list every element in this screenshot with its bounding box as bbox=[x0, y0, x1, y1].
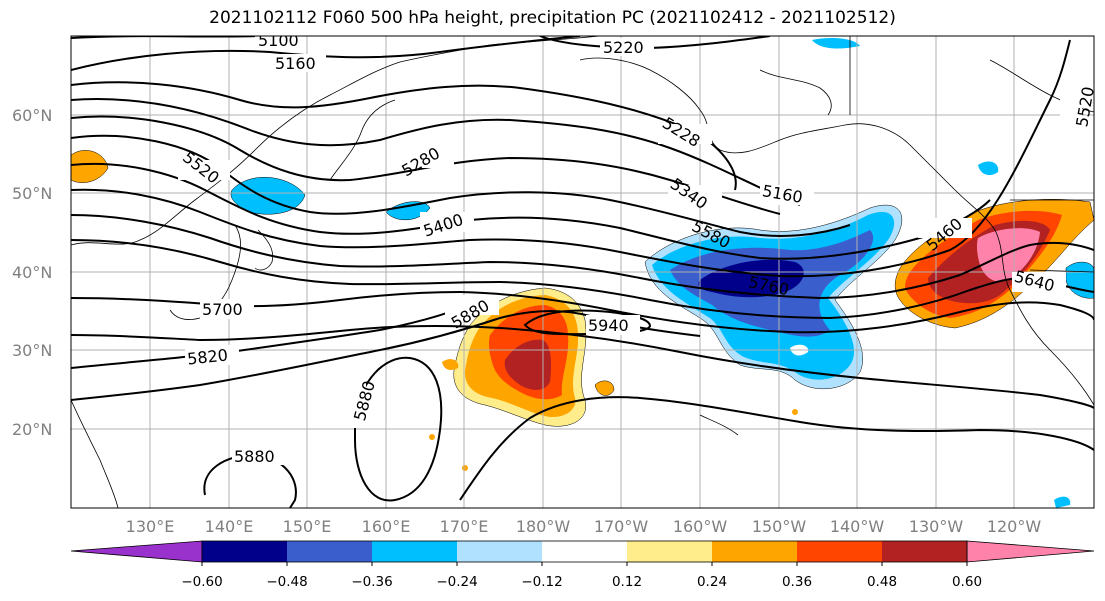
colorbar-swatch bbox=[882, 541, 967, 562]
colorbar-tick-label: 0.24 bbox=[697, 574, 727, 590]
shade-orange-west bbox=[71, 150, 109, 183]
colorbar-swatch bbox=[542, 541, 627, 562]
colorbar-tick-label: −0.48 bbox=[266, 574, 307, 590]
lon-label: 140°W bbox=[830, 517, 885, 536]
lon-label: 130°W bbox=[909, 517, 964, 536]
contour-5460 bbox=[71, 162, 991, 260]
map-frame bbox=[70, 35, 1095, 509]
contour-label: 5220 bbox=[603, 38, 644, 57]
lon-label: 180°W bbox=[516, 517, 571, 536]
contour-5940 bbox=[523, 309, 652, 336]
shade-blue-japan bbox=[230, 177, 306, 215]
shade-navy bbox=[698, 259, 804, 298]
contour-5880-ctr bbox=[459, 396, 1094, 501]
shade-orange-dot2 bbox=[442, 359, 459, 370]
lat-label-group: 60°N 50°N 40°N 30°N 20°N bbox=[12, 106, 52, 439]
colorbar-tick-label: −0.24 bbox=[436, 574, 477, 590]
colorbar: −0.60 −0.48 −0.36 −0.24 −0.12 0.12 0.24 … bbox=[70, 540, 1095, 590]
lon-label: 170°W bbox=[594, 517, 649, 536]
colorbar-tick-label: −0.60 bbox=[181, 574, 222, 590]
contour-5880-low bbox=[354, 356, 443, 502]
shade-orange-dot1 bbox=[594, 380, 615, 396]
colorbar-tick-label: −0.12 bbox=[521, 574, 562, 590]
shade-darkred-ctr bbox=[504, 339, 552, 390]
colorbar-swatch bbox=[372, 541, 457, 562]
lon-label-group: 130°E 140°E 150°E 160°E 170°E 180°W 170°… bbox=[126, 517, 1042, 536]
contour-label: 5520 bbox=[1072, 85, 1098, 128]
colorbar-swatch bbox=[70, 540, 203, 563]
shade-dot3 bbox=[429, 434, 435, 440]
lat-label: 30°N bbox=[12, 341, 52, 360]
contour-label: 5820 bbox=[186, 345, 228, 368]
contour-5640 bbox=[71, 239, 1094, 320]
colorbar-tick-label: 0.60 bbox=[952, 574, 982, 590]
colorbar-swatch bbox=[202, 541, 287, 562]
colorbar-swatch bbox=[287, 541, 372, 562]
contour-5340 bbox=[71, 115, 781, 215]
contour-5160 bbox=[71, 36, 581, 71]
colorbar-swatch bbox=[712, 541, 797, 562]
lat-label: 40°N bbox=[12, 263, 52, 282]
contour-label: 5100 bbox=[258, 31, 299, 50]
lon-label: 170°E bbox=[440, 517, 489, 536]
lon-label: 160°W bbox=[673, 517, 728, 536]
shade-blue-alaska bbox=[812, 38, 860, 49]
shade-blue-small bbox=[385, 201, 431, 220]
contour-label: 5700 bbox=[202, 300, 243, 319]
colorbar-swatch bbox=[627, 541, 712, 562]
lon-label: 130°E bbox=[126, 517, 175, 536]
contour-label: 5880 bbox=[234, 447, 275, 466]
graticule bbox=[71, 36, 1094, 508]
contour-label: 5160 bbox=[275, 54, 316, 73]
colorbar-tick-label: −0.36 bbox=[351, 574, 392, 590]
contour-5520 bbox=[71, 39, 1071, 278]
lon-label: 150°W bbox=[752, 517, 807, 536]
contour-label: 5940 bbox=[588, 316, 629, 335]
colorbar-swatch bbox=[797, 541, 882, 562]
shade-blue-bc bbox=[978, 161, 999, 176]
lon-label: 140°E bbox=[205, 517, 254, 536]
lon-label: 160°E bbox=[362, 517, 411, 536]
lat-label: 50°N bbox=[12, 184, 52, 203]
colorbar-tick-label: 0.48 bbox=[867, 574, 897, 590]
lon-label: 150°E bbox=[283, 517, 332, 536]
shade-pink-coast bbox=[976, 228, 1040, 282]
colorbar-tick-label: 0.36 bbox=[782, 574, 812, 590]
contour-5280 bbox=[71, 98, 801, 206]
colorbar-swatch bbox=[966, 540, 1095, 563]
lon-label: 120°W bbox=[987, 517, 1042, 536]
shade-dot5 bbox=[792, 409, 798, 415]
shade-dot4 bbox=[462, 465, 468, 471]
lat-label: 60°N bbox=[12, 106, 52, 125]
map-title: 2021102112 F060 500 hPa height, precipit… bbox=[209, 8, 896, 28]
contour-5580 bbox=[71, 214, 1094, 300]
contour-5760 bbox=[71, 324, 1094, 409]
colorbar-tick-label: 0.12 bbox=[612, 574, 642, 590]
shade-blue-se bbox=[1054, 496, 1071, 508]
contour-5820 bbox=[71, 299, 481, 369]
colorbar-swatch bbox=[457, 541, 542, 562]
lat-label: 20°N bbox=[12, 420, 52, 439]
